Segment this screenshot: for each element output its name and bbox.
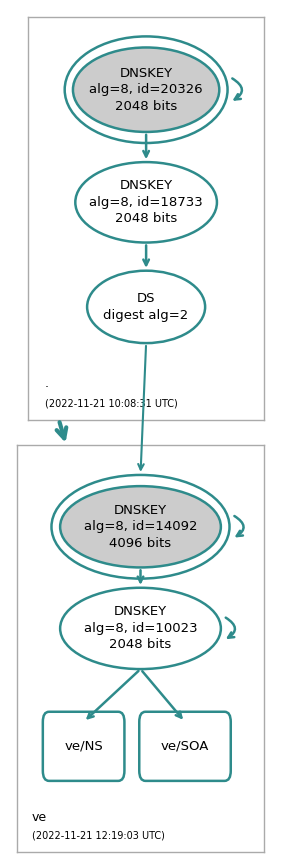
FancyBboxPatch shape [139,712,231,781]
Text: DNSKEY
alg=8, id=14092
4096 bits: DNSKEY alg=8, id=14092 4096 bits [84,503,197,550]
Text: ve/NS: ve/NS [64,740,103,753]
Ellipse shape [87,271,205,343]
FancyArrowPatch shape [226,618,235,638]
FancyBboxPatch shape [43,712,124,781]
Text: DNSKEY
alg=8, id=10023
2048 bits: DNSKEY alg=8, id=10023 2048 bits [84,606,197,651]
Ellipse shape [60,486,221,567]
Text: (2022-11-21 12:19:03 UTC): (2022-11-21 12:19:03 UTC) [32,830,165,841]
Text: (2022-11-21 10:08:31 UTC): (2022-11-21 10:08:31 UTC) [45,399,177,408]
FancyArrowPatch shape [234,516,244,536]
Text: DS
digest alg=2: DS digest alg=2 [103,292,189,322]
FancyArrowPatch shape [232,79,242,99]
Text: DNSKEY
alg=8, id=18733
2048 bits: DNSKEY alg=8, id=18733 2048 bits [89,179,203,225]
Text: .: . [45,377,49,390]
Text: ve/SOA: ve/SOA [161,740,209,753]
Ellipse shape [73,48,219,132]
Ellipse shape [60,588,221,670]
Ellipse shape [75,162,217,242]
Text: ve: ve [32,811,47,824]
Text: DNSKEY
alg=8, id=20326
2048 bits: DNSKEY alg=8, id=20326 2048 bits [89,67,203,112]
